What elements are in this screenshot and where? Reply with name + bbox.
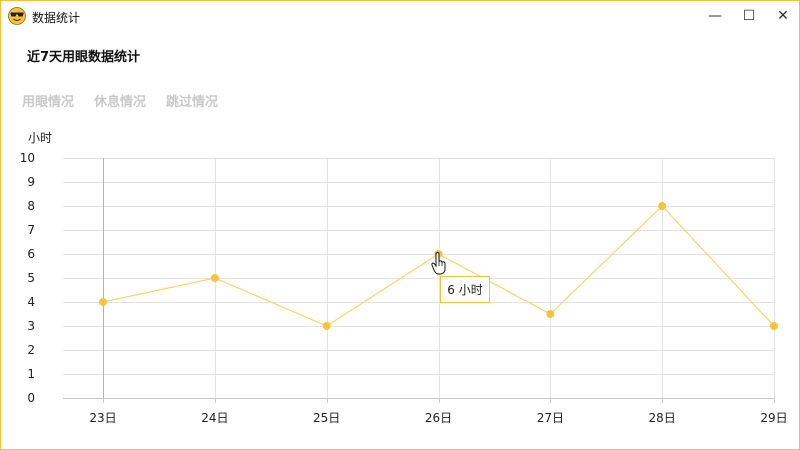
x-tick-label: 25日 — [313, 411, 340, 425]
tab-eye-usage[interactable]: 用眼情况 — [22, 95, 75, 110]
minimize-button[interactable]: — — [697, 1, 733, 31]
page-title: 近7天用眼数据统计 — [27, 50, 141, 65]
data-point — [99, 298, 107, 306]
data-point — [546, 310, 555, 318]
y-tick-label: 0 — [27, 391, 35, 405]
y-tick-label: 3 — [27, 319, 35, 333]
y-tick-label: 4 — [27, 295, 35, 309]
y-tick-label: 8 — [27, 199, 35, 213]
y-tick-label: 7 — [27, 223, 35, 237]
y-tick-label: 5 — [27, 271, 35, 285]
y-tick-label: 6 — [27, 247, 35, 261]
data-point — [210, 274, 219, 282]
tab-rest[interactable]: 休息情况 — [94, 95, 147, 110]
tab-skip[interactable]: 跳过情况 — [166, 95, 219, 110]
close-icon: ✕ — [777, 8, 789, 24]
y-axis-unit-label: 小时 — [28, 131, 53, 145]
x-tick-label: 27日 — [537, 411, 564, 425]
data-point — [322, 322, 331, 330]
title-bar[interactable]: 数据统计 — ☐ ✕ — [1, 1, 799, 33]
window-title: 数据统计 — [32, 11, 81, 25]
y-tick-label: 2 — [27, 343, 35, 357]
data-tooltip: 6 小时 — [440, 276, 490, 303]
tooltip-text: 6 小时 — [447, 283, 483, 297]
x-tick-label: 29日 — [760, 411, 787, 425]
x-tick-label: 26日 — [425, 411, 452, 425]
y-tick-label: 9 — [27, 175, 35, 189]
maximize-icon: ☐ — [742, 8, 756, 24]
x-tick-label: 23日 — [89, 411, 116, 425]
data-point — [770, 322, 778, 330]
maximize-button[interactable]: ☐ — [731, 1, 767, 31]
close-button[interactable]: ✕ — [765, 1, 799, 31]
x-tick-label: 24日 — [201, 411, 228, 425]
y-tick-label: 10 — [20, 151, 35, 165]
minimize-icon: — — [708, 8, 722, 24]
data-point — [658, 202, 667, 210]
x-tick-label: 28日 — [649, 411, 676, 425]
hand-pointer-icon — [431, 252, 446, 275]
sunglasses-face-icon — [8, 7, 26, 25]
y-tick-label: 1 — [27, 367, 35, 381]
